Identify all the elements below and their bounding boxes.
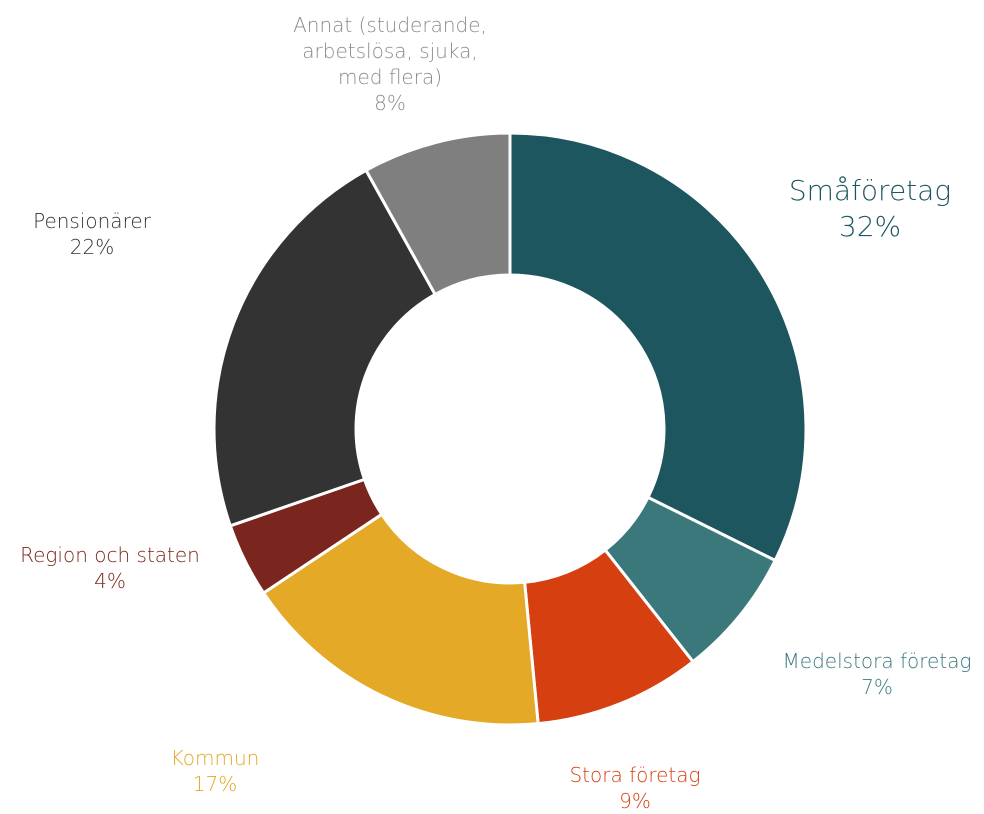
label-smaforetag: Småföretag 32% [760, 173, 980, 246]
label-name: Medelstora företag [782, 649, 972, 673]
label-name-line-1: Annat (studerande, [293, 13, 487, 37]
label-value: 22% [69, 235, 115, 259]
label-region-och-staten: Region och staten 4% [0, 542, 220, 594]
label-value: 7% [861, 675, 893, 699]
label-medelstora-foretag: Medelstora företag 7% [770, 648, 984, 700]
label-value: 8% [374, 91, 406, 115]
label-annat: Annat (studerande, arbetslösa, sjuka, me… [270, 12, 510, 116]
label-pensionarer: Pensionärer 22% [12, 208, 172, 260]
label-name: Pensionärer [33, 209, 151, 233]
label-kommun: Kommun 17% [145, 745, 285, 797]
label-value: 4% [94, 569, 126, 593]
slice-0 [508, 131, 808, 563]
label-value: 9% [619, 789, 651, 813]
label-value: 17% [192, 772, 238, 796]
label-value: 32% [838, 210, 902, 244]
label-name-line-3: med flera) [337, 65, 443, 89]
label-stora-foretag: Stora företag 9% [540, 762, 730, 814]
label-name: Kommun [170, 746, 260, 770]
label-name: Stora företag [569, 763, 701, 787]
label-name-line-2: arbetslösa, sjuka, [302, 39, 478, 63]
slice-3 [261, 512, 540, 727]
slice-6 [364, 131, 512, 297]
slice-5 [212, 168, 438, 528]
label-name: Region och staten [20, 543, 200, 567]
label-name: Småföretag [788, 174, 952, 207]
